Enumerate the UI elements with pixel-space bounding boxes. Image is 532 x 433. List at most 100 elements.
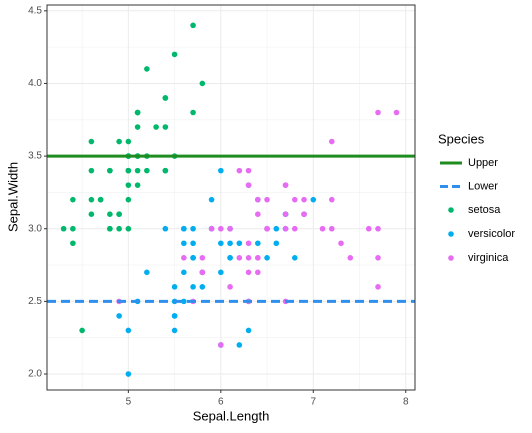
point (236, 167, 243, 174)
point (181, 225, 187, 232)
point (273, 240, 280, 247)
point (199, 284, 206, 290)
point (255, 269, 261, 276)
point (60, 225, 67, 232)
point (125, 327, 132, 334)
legend-title: Species (438, 131, 485, 146)
point (375, 225, 381, 232)
marks (47, 22, 415, 377)
legend-label: versicolor (468, 228, 515, 240)
point (116, 225, 122, 232)
legend: Species Upper Lower setosa versicolor virgin… (438, 131, 515, 263)
point (171, 51, 178, 58)
point (97, 196, 104, 203)
point (218, 240, 224, 247)
point (153, 124, 159, 130)
y-tick-label: 2.0 (28, 369, 42, 380)
point (291, 225, 298, 232)
point (328, 196, 335, 203)
y-tick-label: 3.5 (28, 151, 42, 162)
point (171, 313, 178, 319)
point (375, 109, 381, 116)
point (236, 240, 243, 247)
point (125, 196, 132, 203)
point (190, 109, 196, 116)
point (134, 167, 141, 174)
point (255, 254, 261, 261)
point (255, 211, 261, 218)
point (199, 254, 206, 261)
point (328, 138, 335, 145)
point (375, 254, 381, 261)
point (107, 225, 113, 232)
point (88, 167, 95, 174)
point (264, 225, 270, 232)
point (199, 269, 206, 276)
point (125, 182, 132, 188)
point (190, 240, 196, 247)
legend-key (448, 255, 454, 261)
point (107, 211, 113, 218)
point (255, 196, 261, 203)
point (208, 196, 215, 203)
point (218, 225, 224, 232)
panel-border (46, 4, 416, 391)
point (162, 95, 169, 101)
y-tick-label: 4.0 (28, 78, 42, 89)
point (282, 211, 289, 218)
legend-key (448, 231, 454, 237)
x-axis-title: Sepal.Length (193, 408, 270, 423)
point (264, 254, 270, 261)
point (218, 342, 224, 348)
point (116, 313, 122, 319)
point (393, 109, 400, 116)
x-tick-label: 8 (403, 397, 409, 408)
point (181, 240, 187, 247)
point (365, 225, 372, 232)
point (181, 298, 187, 305)
x-tick-label: 5 (126, 397, 132, 408)
point (328, 225, 335, 232)
point (134, 109, 141, 116)
point (88, 138, 95, 145)
y-tick-label: 4.5 (28, 5, 42, 16)
point (273, 225, 280, 232)
point (319, 225, 326, 232)
point (181, 254, 187, 261)
point (190, 254, 196, 261)
point (227, 240, 233, 247)
axes: 5 6 7 8 2.0 2.5 3.0 3.5 4.0 4.5 (28, 5, 409, 407)
point (144, 167, 150, 174)
legend-label: virginica (468, 252, 509, 264)
point (70, 225, 76, 232)
point (144, 269, 150, 276)
point (282, 182, 289, 188)
point (264, 196, 270, 203)
point (125, 138, 132, 145)
y-axis-title: Sepal.Width (5, 162, 20, 232)
point (144, 66, 150, 72)
x-tick-label: 7 (311, 397, 317, 408)
point (301, 196, 307, 203)
y-tick-label: 3.0 (28, 223, 42, 234)
y-tick-label: 2.5 (28, 296, 42, 307)
point (375, 284, 381, 290)
point (236, 342, 243, 348)
point (236, 254, 243, 261)
point (171, 327, 178, 334)
point (291, 196, 298, 203)
point (245, 240, 252, 247)
point (199, 80, 206, 87)
point (79, 327, 85, 334)
point (245, 269, 252, 276)
point (107, 167, 113, 174)
point (162, 225, 169, 232)
point (70, 240, 76, 247)
point (227, 254, 233, 261)
point (70, 196, 76, 203)
point (338, 240, 344, 247)
point (134, 182, 141, 188)
point (190, 225, 196, 232)
point (245, 167, 252, 174)
